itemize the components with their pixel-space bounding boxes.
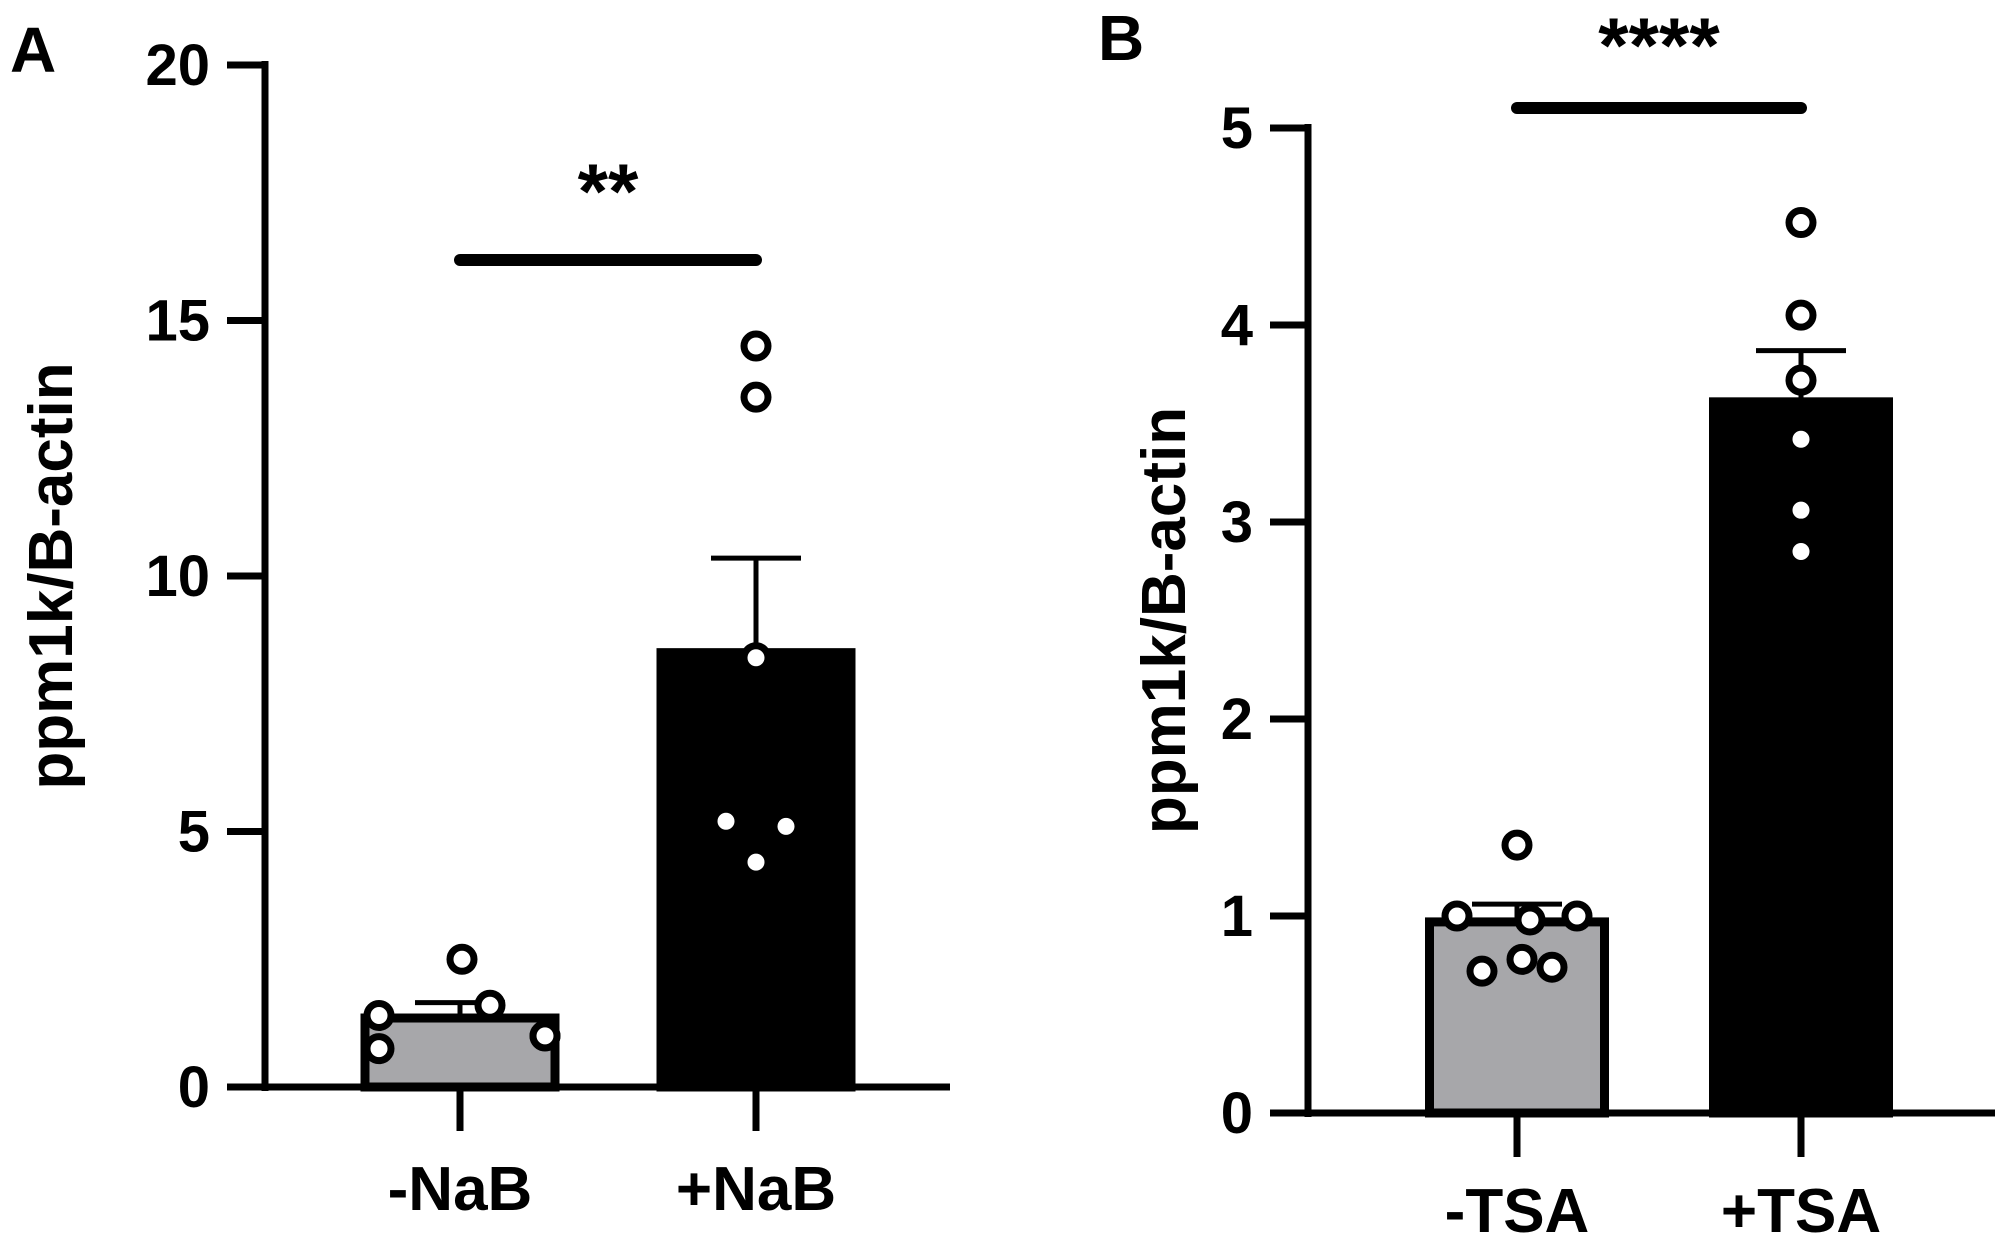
data-point-1-1 [740,381,772,413]
y-tick-label-2: 2 [1221,687,1253,752]
y-tick-label-4: 4 [1221,293,1253,358]
data-point-1-2 [740,642,772,674]
significance-label: ** [578,147,639,235]
bar-1 [1709,397,1893,1118]
data-point-0-6 [1506,943,1538,975]
y-tick-label-3: 3 [1221,490,1253,555]
data-point-0-1 [1441,900,1473,932]
y-tick-label-1: 1 [1221,884,1253,949]
data-point-0-0 [1501,829,1533,861]
y-tick-label-3: 15 [145,289,210,354]
y-tick-label-1: 5 [178,800,210,865]
data-point-1-5 [740,846,772,878]
y-tick-label-4: 20 [145,33,210,98]
data-point-0-2 [446,943,478,975]
data-point-0-5 [529,1020,561,1052]
panel-a: A -NaB +NaB 0 5 10 15 20 ppm1k/B-actin ** [10,14,950,1224]
data-point-1-4 [1785,494,1817,526]
data-point-1-5 [1785,536,1817,568]
data-point-1-1 [1785,299,1817,331]
data-point-0-2 [1561,900,1593,932]
data-point-1-0 [1785,207,1817,239]
data-point-0-1 [363,1033,395,1065]
y-tick-label-0: 0 [178,1055,210,1120]
data-point-0-3 [474,989,506,1021]
x-tick-label-0: -NaB [388,1155,533,1224]
y-tick-label-5: 5 [1221,96,1253,161]
significance-label: **** [1598,1,1720,89]
y-tick-label-2: 10 [145,544,210,609]
panel-label: B [1098,2,1144,74]
data-point-0-4 [1466,955,1498,987]
x-tick-label-0: -TSA [1445,1177,1590,1246]
y-axis-label: ppm1k/B-actin [1130,407,1199,834]
panel-b: B -TSA +TSA 0 1 2 3 4 5 ppm1k/B-actin **** [1098,1,1995,1246]
data-point-1-3 [1785,423,1817,455]
data-point-1-0 [740,330,772,362]
y-axis-label: ppm1k/B-actin [17,362,86,789]
data-point-1-3 [710,805,742,837]
y-tick-label-0: 0 [1221,1081,1253,1146]
x-tick-label-1: +TSA [1721,1177,1881,1246]
data-point-1-2 [1785,364,1817,396]
data-point-1-4 [770,810,802,842]
data-point-0-3 [1514,904,1546,936]
data-point-0-0 [363,999,395,1031]
x-tick-label-1: +NaB [676,1155,836,1224]
data-point-0-5 [1536,951,1568,983]
panel-label: A [10,14,56,86]
